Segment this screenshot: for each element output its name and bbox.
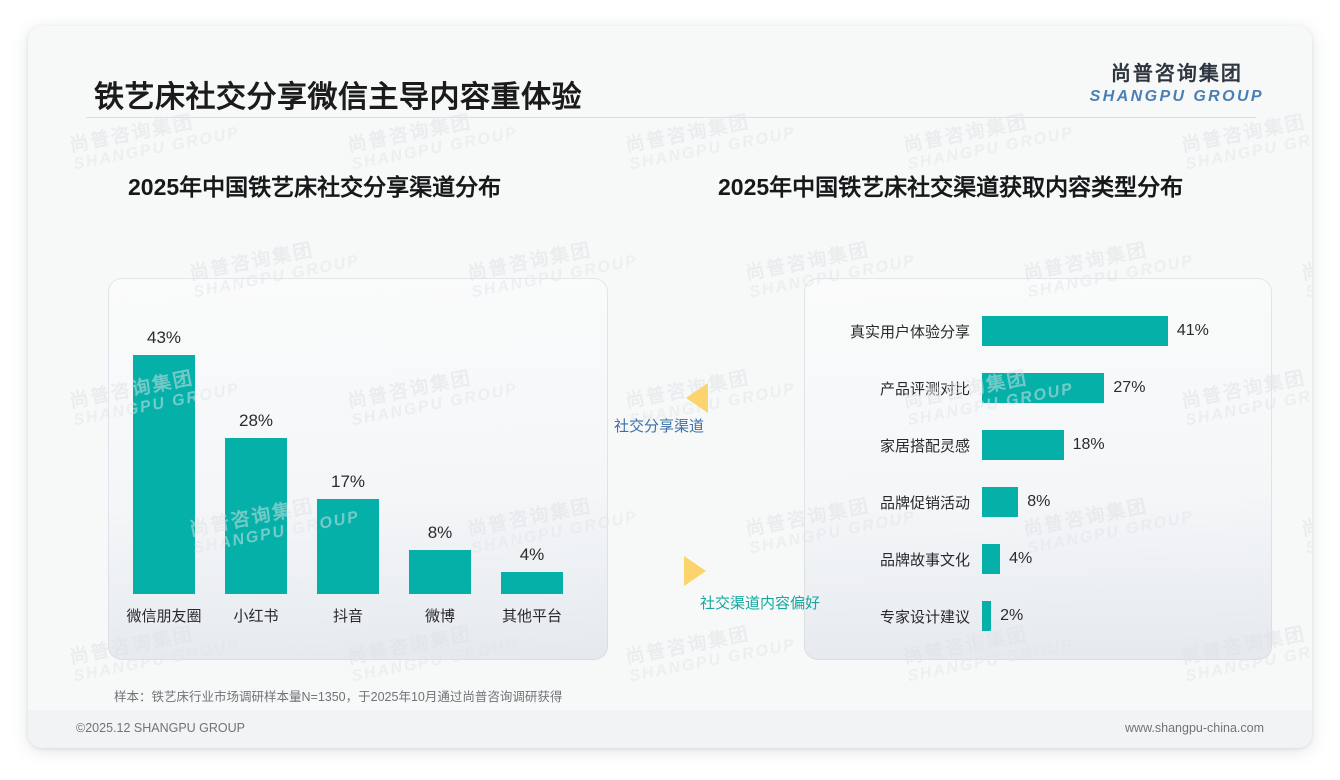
slide-header: 铁艺床社交分享微信主导内容重体验 尚普咨询集团 SHANGPU GROUP <box>28 26 1312 118</box>
vertical-bar-value-label: 8% <box>427 522 453 542</box>
horizontal-bar-category-label: 家居搭配灵感 <box>879 437 970 455</box>
vertical-bar-value-label: 28% <box>238 411 274 431</box>
vertical-bar[interactable]: 17% <box>317 472 379 594</box>
horizontal-bar-category-label: 品牌促销活动 <box>879 494 970 512</box>
horizontal-bar-row[interactable]: 产品评测对比 27% <box>804 371 1272 405</box>
horizontal-bar-value-label: 8% <box>1027 493 1051 510</box>
vertical-bar-chart: 43% 微信朋友圈 28% 小红书 17% 抖音 8% 微博 4% 其他平台 <box>108 278 608 660</box>
horizontal-bar-category-label: 产品评测对比 <box>879 380 970 398</box>
slide-card: 铁艺床社交分享微信主导内容重体验 尚普咨询集团 SHANGPU GROUP 20… <box>28 26 1312 748</box>
right-chart-panel: 真实用户体验分享 41% 产品评测对比 27% 家居搭配灵感 18% 品牌促销活动 8% 品牌故… <box>804 278 1272 660</box>
vertical-bar-column[interactable]: 8% 微博 <box>394 523 486 625</box>
horizontal-bar[interactable] <box>982 487 1019 517</box>
vertical-bar-category-label: 小红书 <box>233 608 279 625</box>
horizontal-bar-value-label: 18% <box>1072 436 1105 453</box>
vertical-bar[interactable]: 8% <box>409 523 471 594</box>
horizontal-bar-category-label: 品牌故事文化 <box>879 551 970 569</box>
vertical-bar-column[interactable]: 43% 微信朋友圈 <box>118 328 210 625</box>
horizontal-bar-row[interactable]: 家居搭配灵感 18% <box>804 428 1272 462</box>
vertical-bar-column[interactable]: 4% 其他平台 <box>486 545 578 625</box>
vertical-bar[interactable]: 43% <box>133 328 195 594</box>
triangle-left-icon <box>686 383 708 413</box>
horizontal-bar-value-label: 4% <box>1009 550 1033 567</box>
horizontal-bar[interactable] <box>982 316 1168 346</box>
horizontal-bar[interactable] <box>982 601 992 631</box>
annotation-content-label: 社交渠道内容偏好 <box>700 595 821 612</box>
triangle-right-icon <box>684 556 706 586</box>
horizontal-bar[interactable] <box>982 430 1064 460</box>
footer-copyright: ©2025.12 SHANGPU GROUP <box>76 721 245 735</box>
logo-chinese-text: 尚普咨询集团 <box>1110 63 1243 85</box>
vertical-bar-value-label: 4% <box>519 544 545 564</box>
logo-english-text: SHANGPU GROUP <box>1089 88 1264 105</box>
footer-website[interactable]: www.shangpu-china.com <box>1125 721 1264 735</box>
vertical-bar-value-label: 43% <box>146 327 182 347</box>
horizontal-bar-value-label: 27% <box>1113 379 1146 396</box>
horizontal-bar[interactable] <box>982 544 1001 574</box>
horizontal-bar-row[interactable]: 真实用户体验分享 41% <box>804 314 1272 348</box>
horizontal-bar-category-label: 专家设计建议 <box>879 608 970 626</box>
horizontal-bar-row[interactable]: 专家设计建议 2% <box>804 599 1272 633</box>
horizontal-bar-value-label: 2% <box>1000 607 1024 624</box>
slide-footer: ©2025.12 SHANGPU GROUP www.shangpu-china… <box>28 710 1312 748</box>
vertical-bar-category-label: 微博 <box>424 608 455 625</box>
horizontal-bar-row[interactable]: 品牌故事文化 4% <box>804 542 1272 576</box>
left-chart-panel: 43% 微信朋友圈 28% 小红书 17% 抖音 8% 微博 4% 其他平台 <box>108 278 608 660</box>
page-title: 铁艺床社交分享微信主导内容重体验 <box>94 81 582 114</box>
right-chart-title: 2025年中国铁艺床社交渠道获取内容类型分布 <box>718 174 1184 200</box>
vertical-bar-value-label: 17% <box>330 472 366 492</box>
vertical-bar-column[interactable]: 17% 抖音 <box>302 472 394 625</box>
horizontal-bar-category-label: 真实用户体验分享 <box>849 323 970 341</box>
horizontal-bar[interactable] <box>982 373 1105 403</box>
vertical-bar-category-label: 其他平台 <box>501 608 562 625</box>
vertical-bar[interactable]: 4% <box>501 545 563 594</box>
brand-logo: 尚普咨询集团 SHANGPU GROUP <box>1090 64 1264 105</box>
horizontal-bar-value-label: 41% <box>1176 322 1209 339</box>
horizontal-bar-row[interactable]: 品牌促销活动 8% <box>804 485 1272 519</box>
left-chart-title: 2025年中国铁艺床社交分享渠道分布 <box>128 174 502 200</box>
sample-footnote: 样本：铁艺床行业市场调研样本量N=1350，于2025年10月通过尚普咨询调研获… <box>114 690 563 704</box>
vertical-bar-column[interactable]: 28% 小红书 <box>210 411 302 625</box>
vertical-bar-category-label: 抖音 <box>332 608 363 625</box>
horizontal-bar-chart: 真实用户体验分享 41% 产品评测对比 27% 家居搭配灵感 18% 品牌促销活动 8% 品牌故… <box>804 278 1272 660</box>
header-divider <box>86 117 1256 118</box>
annotation-channel-label: 社交分享渠道 <box>614 418 705 435</box>
vertical-bar-category-label: 微信朋友圈 <box>126 608 202 625</box>
vertical-bar[interactable]: 28% <box>225 411 287 594</box>
